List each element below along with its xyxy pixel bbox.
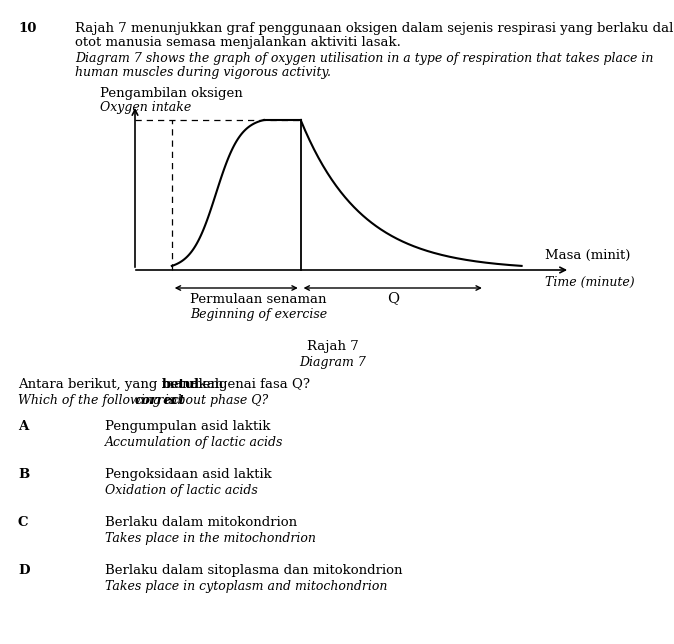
- Text: mengenai fasa Q?: mengenai fasa Q?: [186, 378, 310, 391]
- Text: Which of the following is: Which of the following is: [18, 394, 179, 407]
- Text: about phase Q?: about phase Q?: [166, 394, 269, 407]
- Text: human muscles during vigorous activity.: human muscles during vigorous activity.: [75, 66, 331, 79]
- Text: Oxidation of lactic acids: Oxidation of lactic acids: [105, 484, 257, 497]
- Text: correct: correct: [135, 394, 185, 407]
- Text: Pengoksidaan asid laktik: Pengoksidaan asid laktik: [105, 468, 272, 481]
- Text: Takes place in the mitochondrion: Takes place in the mitochondrion: [105, 532, 316, 545]
- Text: Permulaan senaman: Permulaan senaman: [190, 293, 327, 306]
- Text: otot manusia semasa menjalankan aktiviti lasak.: otot manusia semasa menjalankan aktiviti…: [75, 36, 401, 49]
- Text: Beginning of exercise: Beginning of exercise: [190, 308, 328, 321]
- Text: Takes place in cytoplasm and mitochondrion: Takes place in cytoplasm and mitochondri…: [105, 580, 388, 593]
- Text: Diagram 7: Diagram 7: [299, 356, 366, 369]
- Text: 10: 10: [18, 22, 36, 35]
- Text: D: D: [18, 564, 30, 577]
- Text: Oxygen intake: Oxygen intake: [100, 101, 191, 114]
- Text: Diagram 7 shows the graph of oxygen utilisation in a type of respiration that ta: Diagram 7 shows the graph of oxygen util…: [75, 52, 653, 65]
- Text: Rajah 7: Rajah 7: [307, 340, 359, 353]
- Text: Masa (minit): Masa (minit): [545, 249, 630, 262]
- Text: Antara berikut, yang manakah: Antara berikut, yang manakah: [18, 378, 228, 391]
- Text: Accumulation of lactic acids: Accumulation of lactic acids: [105, 436, 283, 449]
- Text: Rajah 7 menunjukkan graf penggunaan oksigen dalam sejenis respirasi yang berlaku: Rajah 7 menunjukkan graf penggunaan oksi…: [75, 22, 674, 35]
- Text: Pengumpulan asid laktik: Pengumpulan asid laktik: [105, 420, 270, 433]
- Text: Pengambilan oksigen: Pengambilan oksigen: [100, 87, 243, 100]
- Text: A: A: [18, 420, 28, 433]
- Text: Q: Q: [387, 291, 399, 305]
- Text: C: C: [18, 516, 28, 529]
- Text: betul: betul: [161, 378, 200, 391]
- Text: B: B: [18, 468, 29, 481]
- Text: Berlaku dalam sitoplasma dan mitokondrion: Berlaku dalam sitoplasma dan mitokondrio…: [105, 564, 402, 577]
- Text: Time (minute): Time (minute): [545, 276, 635, 289]
- Text: Berlaku dalam mitokondrion: Berlaku dalam mitokondrion: [105, 516, 297, 529]
